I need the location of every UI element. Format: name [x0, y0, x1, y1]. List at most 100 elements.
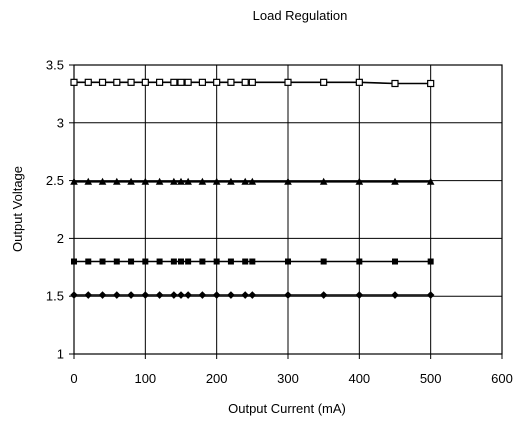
chart-title: Load Regulation	[253, 8, 348, 23]
data-point	[85, 258, 92, 265]
y-tick-label: 2	[57, 231, 64, 246]
data-point	[170, 291, 178, 299]
data-point	[113, 177, 121, 185]
x-tick-label: 600	[491, 371, 513, 386]
data-point	[284, 78, 292, 86]
data-point	[155, 291, 164, 299]
data-series-group	[70, 78, 435, 299]
y-tick-label: 3.5	[46, 58, 64, 73]
x-tick-label: 200	[206, 371, 228, 386]
data-point	[427, 258, 434, 265]
data-point	[248, 78, 256, 86]
data-point	[84, 78, 92, 86]
data-point	[285, 258, 291, 265]
data-point	[320, 78, 328, 86]
data-point	[241, 78, 249, 86]
x-axis-label: Output Current (mA)	[228, 401, 346, 416]
data-point	[177, 78, 185, 86]
data-point	[98, 291, 107, 299]
data-point	[227, 177, 235, 185]
data-point	[170, 177, 178, 185]
data-point	[319, 291, 328, 299]
data-point	[98, 177, 107, 185]
x-tick-label: 100	[134, 371, 156, 386]
data-point	[184, 291, 192, 299]
data-point	[127, 78, 135, 86]
plot-grid	[73, 64, 503, 355]
data-point	[141, 291, 150, 299]
x-axis-ticks: 0 100 200 300 400 500 600	[70, 354, 513, 386]
data-point	[212, 177, 221, 185]
series-4	[70, 291, 435, 299]
data-point	[391, 79, 399, 88]
data-point	[355, 177, 364, 185]
data-point	[213, 78, 221, 86]
data-point	[319, 177, 328, 185]
x-tick-label: 400	[348, 371, 370, 386]
data-point	[127, 177, 135, 185]
series-1	[70, 78, 435, 88]
data-point	[391, 177, 399, 185]
data-point	[356, 258, 363, 265]
data-point	[391, 291, 399, 299]
data-point	[128, 258, 135, 265]
data-point	[71, 258, 77, 265]
data-point	[98, 78, 107, 86]
data-point	[249, 258, 256, 265]
data-point	[227, 78, 235, 86]
data-point	[241, 291, 249, 299]
data-point	[141, 78, 149, 86]
data-point	[227, 258, 234, 265]
data-point	[99, 258, 106, 265]
data-point	[177, 291, 185, 299]
data-point	[241, 177, 249, 185]
data-point	[178, 258, 184, 265]
data-point	[355, 291, 364, 299]
data-point	[392, 258, 398, 265]
data-point	[426, 177, 435, 185]
data-point	[156, 78, 164, 86]
data-point	[198, 177, 207, 185]
data-point	[427, 79, 435, 88]
data-point	[70, 177, 78, 185]
data-point	[248, 291, 257, 299]
data-point	[185, 258, 192, 265]
data-point	[142, 258, 149, 265]
data-point	[113, 291, 121, 299]
data-point	[199, 258, 206, 265]
data-point	[426, 291, 435, 299]
data-point	[184, 177, 192, 185]
x-tick-label: 300	[277, 371, 299, 386]
data-point	[320, 258, 327, 265]
y-tick-label: 2.5	[46, 173, 64, 188]
data-point	[84, 177, 93, 185]
series-2	[70, 177, 435, 185]
data-point	[212, 291, 221, 299]
data-point	[141, 177, 150, 185]
series-3	[71, 258, 434, 265]
data-point	[156, 258, 163, 265]
y-tick-label: 1	[57, 347, 64, 362]
data-point	[127, 291, 135, 299]
y-axis-label: Output Voltage	[10, 166, 25, 252]
x-tick-label: 500	[420, 371, 442, 386]
x-tick-label: 0	[70, 371, 77, 386]
data-point	[177, 177, 185, 185]
y-axis-ticks: 1 1.5 2 2.5 3 3.5	[46, 58, 74, 362]
data-point	[198, 78, 206, 86]
data-point	[242, 258, 249, 265]
data-point	[355, 78, 363, 86]
data-point	[170, 78, 178, 86]
data-point	[84, 291, 93, 299]
data-point	[113, 258, 120, 265]
data-point	[198, 291, 207, 299]
data-point	[70, 291, 78, 299]
y-tick-label: 3	[57, 115, 64, 130]
data-point	[184, 78, 192, 86]
data-point	[155, 177, 164, 185]
data-point	[213, 258, 220, 265]
y-tick-label: 1.5	[46, 289, 64, 304]
data-point	[170, 258, 177, 265]
data-point	[248, 177, 257, 185]
